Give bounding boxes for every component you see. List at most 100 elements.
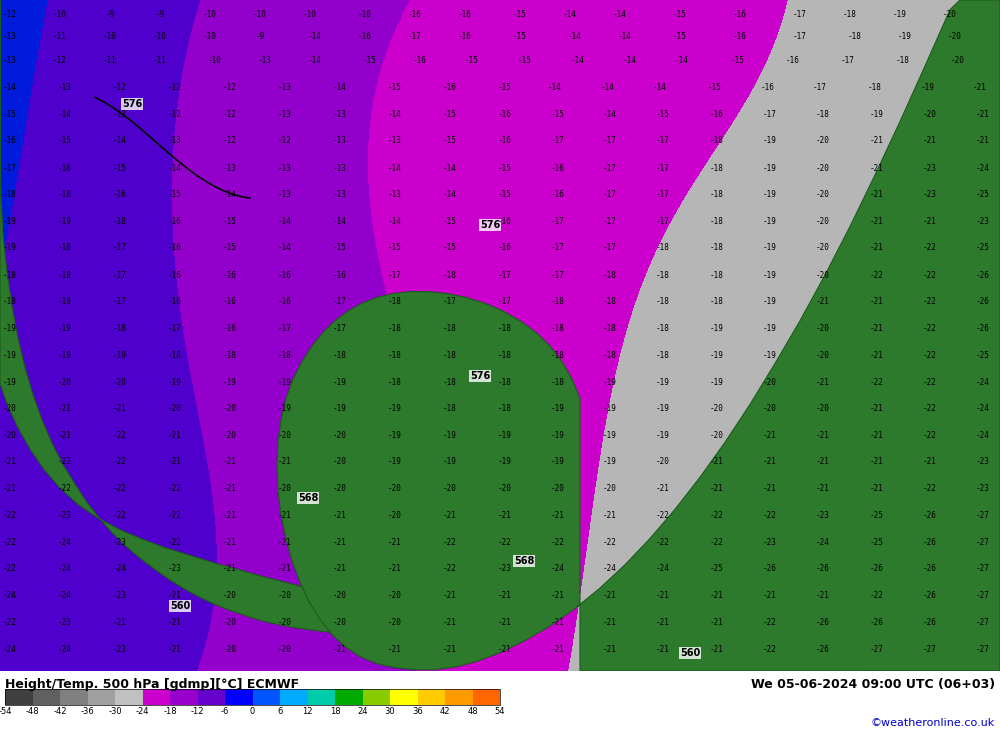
Text: -18: -18 (443, 270, 457, 279)
Text: -15: -15 (443, 110, 457, 119)
Text: -27: -27 (976, 511, 990, 520)
Text: -24: -24 (113, 564, 127, 573)
Text: -27: -27 (976, 618, 990, 627)
Text: -24: -24 (3, 645, 17, 654)
Text: -17: -17 (551, 217, 565, 226)
Text: -18: -18 (603, 270, 617, 279)
Text: -17: -17 (551, 270, 565, 279)
Text: -24: -24 (603, 564, 617, 573)
Text: -14: -14 (388, 163, 402, 173)
Text: 576: 576 (470, 371, 490, 381)
Text: We 05-06-2024 09:00 UTC (06+03): We 05-06-2024 09:00 UTC (06+03) (751, 678, 995, 690)
Text: -21: -21 (113, 404, 127, 413)
Text: 560: 560 (680, 648, 700, 658)
Text: -14: -14 (618, 32, 632, 42)
Text: -16: -16 (358, 32, 372, 42)
Text: -20: -20 (223, 618, 237, 627)
Text: -19: -19 (333, 404, 347, 413)
Text: -23: -23 (923, 190, 937, 199)
Text: -24: -24 (3, 592, 17, 600)
Text: -22: -22 (3, 564, 17, 573)
Text: -24: -24 (976, 377, 990, 386)
Text: -18: -18 (113, 324, 127, 333)
Text: -14: -14 (675, 56, 689, 65)
Text: -12: -12 (168, 110, 182, 119)
Text: -12: -12 (223, 136, 237, 145)
Text: -6: -6 (221, 707, 229, 716)
Bar (32, 689, 60, 705)
Text: -22: -22 (763, 511, 777, 520)
Text: -21: -21 (333, 538, 347, 547)
Text: -19: -19 (656, 431, 670, 440)
Text: 12: 12 (302, 707, 313, 716)
Text: -18: -18 (848, 32, 862, 42)
Text: -17: -17 (813, 83, 827, 92)
Text: -23: -23 (113, 592, 127, 600)
Text: -19: -19 (443, 431, 457, 440)
Text: -18: -18 (443, 377, 457, 386)
Text: -19: -19 (58, 324, 72, 333)
Text: -19: -19 (893, 10, 907, 19)
Text: -42: -42 (53, 707, 67, 716)
Text: -24: -24 (58, 645, 72, 654)
Text: -18: -18 (3, 297, 17, 306)
Text: -15: -15 (708, 83, 722, 92)
Text: -17: -17 (793, 10, 807, 19)
Text: -17: -17 (498, 297, 512, 306)
Text: -19: -19 (551, 431, 565, 440)
Text: -14: -14 (388, 110, 402, 119)
Text: -13: -13 (278, 163, 292, 173)
Text: -20: -20 (168, 404, 182, 413)
Bar (308, 689, 335, 705)
Text: -13: -13 (278, 190, 292, 199)
Text: -18: -18 (498, 377, 512, 386)
Text: -20: -20 (816, 243, 830, 252)
Text: -21: -21 (443, 618, 457, 627)
Text: -26: -26 (816, 618, 830, 627)
Text: -21: -21 (498, 592, 512, 600)
Text: -18: -18 (710, 217, 724, 226)
Text: -20: -20 (333, 431, 347, 440)
Text: -18: -18 (498, 404, 512, 413)
Text: -21: -21 (656, 485, 670, 493)
Text: -22: -22 (923, 404, 937, 413)
Text: -10: -10 (103, 32, 117, 42)
Text: -27: -27 (870, 645, 884, 654)
Text: -18: -18 (656, 351, 670, 360)
Text: -16: -16 (458, 32, 472, 42)
Text: -15: -15 (443, 136, 457, 145)
Text: -22: -22 (763, 645, 777, 654)
Text: 568: 568 (298, 493, 318, 503)
Text: -26: -26 (870, 618, 884, 627)
Text: -21: -21 (870, 431, 884, 440)
Text: -19: -19 (763, 163, 777, 173)
Text: -20: -20 (816, 163, 830, 173)
Text: -16: -16 (498, 243, 512, 252)
Text: -17: -17 (333, 324, 347, 333)
Text: -18: -18 (603, 351, 617, 360)
Text: -27: -27 (976, 592, 990, 600)
Text: -19: -19 (603, 431, 617, 440)
Text: -21: -21 (388, 645, 402, 654)
Text: -15: -15 (363, 56, 377, 65)
Text: -26: -26 (923, 538, 937, 547)
Text: -19: -19 (763, 243, 777, 252)
Text: -21: -21 (551, 511, 565, 520)
Text: -21: -21 (223, 511, 237, 520)
Text: -20: -20 (816, 190, 830, 199)
Text: -17: -17 (333, 297, 347, 306)
Text: -27: -27 (976, 564, 990, 573)
Text: -21: -21 (973, 83, 987, 92)
Text: -13: -13 (258, 56, 272, 65)
Text: -21: -21 (763, 485, 777, 493)
Bar (252, 689, 280, 705)
Text: -13: -13 (278, 83, 292, 92)
Text: -22: -22 (58, 485, 72, 493)
Text: -14: -14 (443, 190, 457, 199)
Text: -9: -9 (255, 32, 265, 42)
Text: -20: -20 (816, 404, 830, 413)
Text: -17: -17 (603, 243, 617, 252)
Text: -21: -21 (870, 404, 884, 413)
Text: -20: -20 (333, 592, 347, 600)
Text: -19: -19 (870, 110, 884, 119)
